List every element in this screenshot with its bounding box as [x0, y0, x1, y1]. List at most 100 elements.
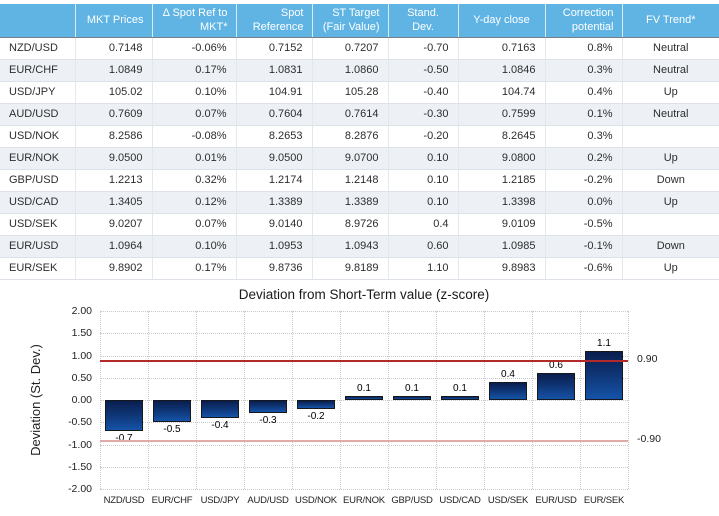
- y-tick-label: -1.50: [68, 460, 92, 473]
- cell: 0.4: [387, 213, 458, 236]
- x-tick-label: EUR/NOK: [343, 495, 385, 506]
- pair-link[interactable]: EUR/USD: [0, 235, 75, 258]
- x-tick-label: GBP/USD: [391, 495, 433, 506]
- cell: 8.2876: [311, 125, 388, 148]
- cell: 1.0849: [74, 59, 152, 82]
- cell: 0.7599: [457, 103, 545, 126]
- pair-link[interactable]: USD/JPY: [0, 81, 75, 104]
- y-tick-label: -0.50: [68, 416, 92, 429]
- pair-link[interactable]: EUR/NOK: [0, 147, 75, 170]
- pair-link[interactable]: NZD/USD: [0, 37, 75, 60]
- cell: -0.6%: [544, 257, 622, 280]
- cell: 0.60: [387, 235, 458, 258]
- table-row-gbp-usd: GBP/USD 1.2213 0.32% 1.2174 1.2148 0.10 1.2185…: [0, 169, 719, 192]
- cell: -0.40: [387, 81, 458, 104]
- bar-value-label: -0.4: [211, 419, 229, 431]
- table-row-usd-jpy: USD/JPY 105.02 0.10% 104.91 105.28 -0.40 104.7…: [0, 81, 719, 104]
- cell: 1.3405: [74, 191, 152, 214]
- bar-usd-nok: [297, 400, 335, 409]
- gridline-vertical: [340, 311, 341, 489]
- cell: 0.32%: [151, 169, 236, 192]
- y-tick-label: -1.00: [68, 438, 92, 451]
- column-header-mkt-prices: MKT Prices: [74, 4, 152, 38]
- bar-value-label: 1.1: [597, 338, 611, 350]
- table-row-usd-sek: USD/SEK 9.0207 0.07% 9.0140 8.9726 0.4 9.0109-…: [0, 213, 719, 236]
- cell: 8.2653: [235, 125, 312, 148]
- cell: [621, 213, 719, 236]
- bar-eur-usd: [537, 373, 575, 400]
- bar-value-label: -0.2: [307, 410, 325, 422]
- table-row-nzd-usd: NZD/USD 0.7148 -0.06% 0.7152 0.7207 -0.70 0.71…: [0, 37, 719, 60]
- cell: 0.01%: [151, 147, 236, 170]
- gridline-horizontal: [100, 333, 628, 335]
- cell: -0.06%: [151, 37, 236, 60]
- cell: 0.17%: [151, 59, 236, 82]
- pair-link[interactable]: EUR/CHF: [0, 59, 75, 82]
- pair-link[interactable]: USD/CAD: [0, 191, 75, 214]
- bar-eur-nok: [345, 395, 383, 400]
- cell: 0.7152: [235, 37, 312, 60]
- cell: -0.30: [387, 103, 458, 126]
- bar-value-label: 0.1: [453, 382, 467, 394]
- bar-value-label: -0.7: [115, 433, 133, 445]
- gridline-vertical: [532, 311, 533, 489]
- plot-area: 2.00 1.50 1.00 0.50 0.00 -0.50 -1.00 -1.50 -2.00…: [68, 305, 661, 506]
- cell: 9.0207: [74, 213, 152, 236]
- gridline-vertical: [580, 311, 581, 489]
- gridline-vertical: [148, 311, 149, 489]
- cell: 0.3%: [544, 59, 622, 82]
- cell: 105.28: [311, 81, 388, 104]
- gridline-horizontal: [100, 377, 628, 379]
- column-header-st-target-fair-value: ST Target (Fair Value): [311, 4, 388, 38]
- column-header-pair: [0, 4, 75, 38]
- bar-value-label: 0.1: [357, 382, 371, 394]
- pair-link[interactable]: GBP/USD: [0, 169, 75, 192]
- gridline-horizontal: [100, 355, 628, 357]
- cell: 1.3389: [311, 191, 388, 214]
- cell: Neutral: [621, 59, 719, 82]
- cell: 0.10: [387, 169, 458, 192]
- column-header-spot-ref-to-mkt: Δ Spot Ref to MKT*: [151, 4, 236, 38]
- pair-link[interactable]: AUD/USD: [0, 103, 75, 126]
- cell: 0.10%: [151, 235, 236, 258]
- y-tick-label: 1.50: [71, 327, 92, 340]
- cell: Up: [621, 257, 719, 280]
- pair-link[interactable]: USD/NOK: [0, 125, 75, 148]
- cell: [621, 125, 719, 148]
- y-tick-label: 0.50: [71, 371, 92, 384]
- cell: 0.2%: [544, 147, 622, 170]
- pair-link[interactable]: USD/SEK: [0, 213, 75, 236]
- x-tick-label: NZD/USD: [103, 495, 145, 506]
- table-row-eur-chf: EUR/CHF 1.0849 0.17% 1.0831 1.0860 -0.50 1.084…: [0, 59, 719, 82]
- gridline-horizontal: [100, 444, 628, 446]
- cell: 0.8%: [544, 37, 622, 60]
- gridline-vertical: [436, 311, 437, 489]
- fx-rates-table: MKT Prices Δ Spot Ref to MKT* Spot Referen…: [0, 4, 719, 280]
- cell: 9.8736: [235, 257, 312, 280]
- cell: Down: [621, 235, 719, 258]
- cell: 0.10%: [151, 81, 236, 104]
- y-tick-label: -2.00: [68, 483, 92, 495]
- cell: 0.07%: [151, 103, 236, 126]
- table-row-usd-nok: USD/NOK 8.2586 -0.08% 8.2653 8.2876 -0.20 8.26…: [0, 125, 719, 148]
- gridline-horizontal: [100, 400, 628, 401]
- gridline-horizontal: [100, 311, 628, 312]
- pair-link[interactable]: EUR/SEK: [0, 257, 75, 280]
- cell: 1.2148: [311, 169, 388, 192]
- table-row-usd-cad: USD/CAD 1.3405 0.12% 1.3389 1.3389 0.10 1.3398…: [0, 191, 719, 214]
- threshold-label: -0.90: [637, 433, 661, 446]
- cell: 0.10: [387, 147, 458, 170]
- table-row-eur-sek: EUR/SEK 9.8902 0.17% 9.8736 9.8189 1.10 9.8983…: [0, 257, 719, 280]
- cell: 0.7614: [311, 103, 388, 126]
- cell: 1.3389: [235, 191, 312, 214]
- table-row-eur-usd: EUR/USD 1.0964 0.10% 1.0953 1.0943 0.60 1.0985…: [0, 235, 719, 258]
- cell: 0.7163: [457, 37, 545, 60]
- bar-value-label: 0.4: [501, 369, 515, 381]
- cell: 9.8983: [457, 257, 545, 280]
- cell: -0.08%: [151, 125, 236, 148]
- cell: 0.3%: [544, 125, 622, 148]
- cell: 1.10: [387, 257, 458, 280]
- column-header-stand-dev: Stand. Dev.: [387, 4, 458, 38]
- cell: -0.5%: [544, 213, 622, 236]
